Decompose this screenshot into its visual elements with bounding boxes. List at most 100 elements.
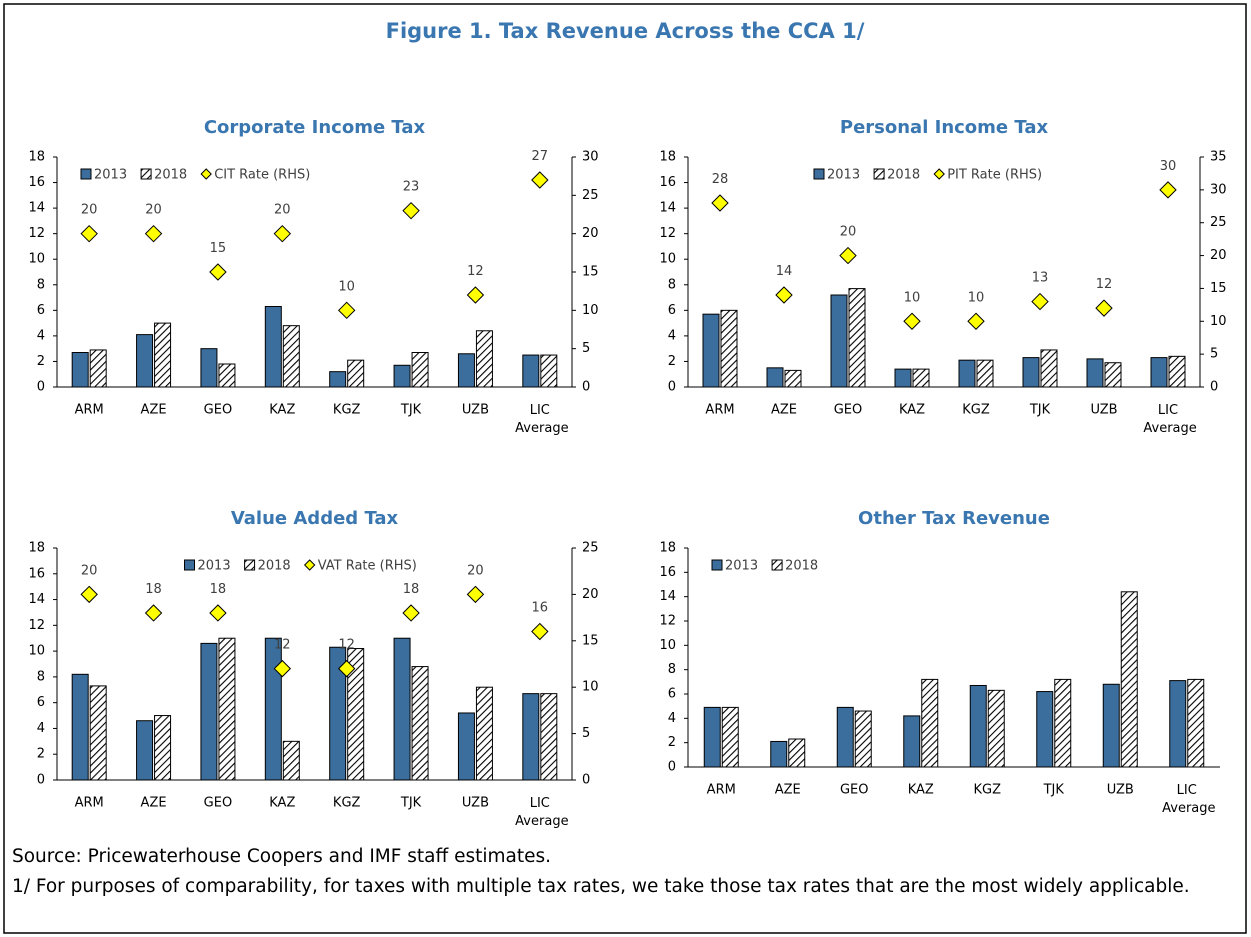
bar [721, 706, 739, 768]
legend-swatch [244, 559, 256, 571]
x-tick-label: KAZ [899, 403, 925, 418]
bar [136, 720, 154, 781]
bar [411, 352, 429, 388]
bar [540, 354, 558, 388]
source-note: Source: Pricewaterhouse Coopers and IMF … [12, 846, 552, 867]
footer: Source: Pricewaterhouse Coopers and IMF … [12, 842, 1240, 902]
y-tick-label: 4 [668, 711, 676, 726]
rate-marker [209, 604, 227, 622]
bar [329, 646, 347, 781]
y-tick-label: 2 [37, 354, 45, 369]
rate-marker [402, 201, 420, 220]
y2-tick-label: 20 [582, 226, 599, 241]
x-tick-label: AZE [771, 403, 797, 418]
y-tick-label: 2 [668, 354, 676, 369]
bar [770, 740, 788, 768]
data-label: 18 [145, 582, 162, 597]
legend-label: CIT Rate (RHS) [214, 168, 310, 183]
legend-label: VAT Rate (RHS) [318, 559, 417, 574]
bar [347, 359, 365, 388]
rate-marker [967, 312, 985, 330]
y-tick-label: 16 [28, 175, 45, 190]
bar [976, 359, 994, 388]
bar [329, 371, 347, 388]
figure-border [3, 3, 1247, 934]
y-tick-label: 18 [28, 541, 45, 556]
legend-label: 2013 [198, 559, 231, 574]
y2-tick-label: 30 [1210, 182, 1227, 197]
x-tick-label: TJK [1043, 783, 1065, 798]
rate-marker [337, 659, 356, 678]
y2-tick-label: 5 [582, 341, 590, 356]
rate-marker [1031, 292, 1049, 311]
rate-marker [209, 263, 227, 281]
y-tick-label: 14 [659, 589, 676, 604]
y-tick-label: 0 [668, 380, 676, 395]
data-label: 10 [904, 290, 921, 305]
y2-tick-label: 10 [1210, 314, 1227, 329]
data-label: 20 [840, 225, 857, 240]
bar [1169, 680, 1187, 768]
data-label: 20 [467, 563, 484, 578]
data-label: 12 [1096, 277, 1113, 292]
bar [264, 306, 282, 388]
rate-marker [402, 604, 420, 622]
bar [1054, 678, 1072, 768]
bar [1187, 678, 1205, 768]
x-tick-label: LIC Average [511, 796, 569, 829]
data-label: 10 [968, 290, 985, 305]
data-label: 18 [403, 582, 420, 597]
legend-swatch [771, 559, 783, 571]
data-label: 20 [145, 203, 162, 218]
legend-swatch [80, 168, 92, 180]
y2-tick-label: 0 [582, 380, 590, 395]
bar [475, 330, 493, 388]
data-label: 23 [403, 180, 420, 195]
x-tick-label: KAZ [269, 796, 295, 811]
bar [136, 334, 154, 388]
y2-tick-label: 0 [582, 773, 590, 788]
bar [218, 363, 236, 388]
data-label: 12 [274, 638, 291, 653]
bar [457, 712, 475, 781]
rate-marker [273, 659, 292, 678]
rate-marker [903, 312, 921, 330]
y-tick-label: 8 [668, 277, 676, 292]
bar [522, 354, 540, 388]
chart-title: Value Added Tax [231, 508, 399, 529]
y2-tick-label: 35 [1210, 150, 1227, 165]
bar [1104, 362, 1122, 388]
y-tick-label: 2 [668, 735, 676, 750]
legend-marker [303, 559, 316, 571]
data-label: 27 [532, 149, 549, 164]
x-tick-label: AZE [141, 796, 167, 811]
y-tick-label: 2 [37, 747, 45, 762]
x-tick-label: KGZ [973, 783, 1001, 798]
x-tick-label: KGZ [333, 796, 361, 811]
x-tick-label: KAZ [908, 783, 934, 798]
legend-label: 2018 [258, 559, 291, 574]
bar [784, 369, 802, 388]
bar [766, 367, 784, 388]
legend-swatch [711, 559, 723, 571]
y-tick-label: 18 [659, 541, 676, 556]
x-tick-label: ARM [707, 783, 736, 798]
x-tick-label: TJK [1029, 403, 1051, 418]
y-tick-label: 10 [659, 638, 676, 653]
bar [200, 642, 218, 781]
x-tick-label: UZB [1090, 403, 1117, 418]
bar [1040, 349, 1058, 388]
rate-marker [273, 224, 292, 243]
data-label: 12 [467, 264, 484, 279]
y-tick-label: 12 [659, 226, 676, 241]
bar [282, 325, 300, 388]
legend-label: 2018 [154, 168, 187, 183]
rate-marker [1159, 181, 1177, 199]
y-tick-label: 8 [668, 662, 676, 677]
chart-title: Corporate Income Tax [204, 117, 426, 138]
bar [154, 715, 172, 781]
data-label: 20 [81, 203, 98, 218]
bar [894, 368, 912, 388]
rate-marker [80, 224, 98, 243]
